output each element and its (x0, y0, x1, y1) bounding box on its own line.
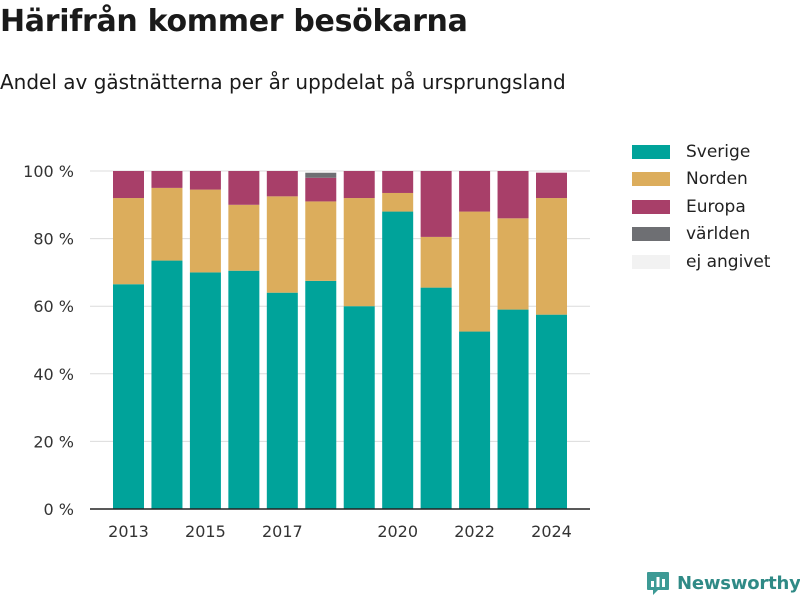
bar-segment (420, 287, 452, 509)
bar-segment (113, 284, 144, 509)
legend-swatch (632, 199, 670, 214)
bar-segment (497, 171, 529, 219)
bar-segment (113, 198, 144, 285)
legend-label: ej angivet (686, 251, 771, 272)
legend-label: världen (686, 224, 751, 245)
bar-segment (151, 171, 183, 188)
bar-segment (151, 260, 183, 509)
bar-segment (497, 309, 529, 509)
legend-swatch (632, 144, 670, 159)
bar-segment (305, 171, 337, 173)
chart-legend: Sverige Norden Europa världen ej angivet (632, 138, 770, 276)
bar-segment (266, 196, 298, 293)
bar-segment (266, 171, 298, 197)
bar-segment (228, 204, 260, 271)
legend-item: Sverige (632, 138, 770, 166)
legend-item: Norden (632, 166, 770, 194)
bar-segment (151, 187, 183, 261)
bar-segment (228, 270, 260, 509)
legend-swatch (632, 172, 670, 187)
brand-logo: Newsworthy (645, 570, 800, 596)
bar-segment (305, 172, 337, 178)
bar-segment (305, 201, 337, 281)
legend-swatch (632, 254, 670, 269)
bar-segment (189, 171, 221, 190)
bar-segment (305, 177, 337, 202)
bar-segment (497, 218, 529, 310)
bar-segment (536, 198, 567, 315)
bar-segment (228, 171, 260, 205)
y-tick-label: 60 % (33, 297, 74, 316)
bar-segment (343, 171, 375, 199)
bar-segment (420, 236, 452, 288)
x-tick-label: 2020 (377, 522, 418, 541)
y-tick-label: 40 % (33, 365, 74, 384)
bar-segment (536, 314, 567, 509)
x-tick-label: 2022 (454, 522, 495, 541)
legend-item: Europa (632, 193, 770, 221)
bar-segment (382, 192, 414, 212)
brand-name: Newsworthy (677, 572, 800, 594)
chart-subtitle: Andel av gästnätterna per år uppdelat på… (0, 70, 566, 94)
bar-segment (536, 172, 567, 199)
bar-segment (305, 280, 337, 509)
x-tick-label: 2015 (185, 522, 226, 541)
bar-segment (382, 211, 414, 509)
y-tick-label: 20 % (33, 432, 74, 451)
legend-item: världen (632, 221, 770, 249)
x-tick-label: 2024 (531, 522, 572, 541)
x-tick-label: 2017 (262, 522, 303, 541)
legend-item: ej angivet (632, 248, 770, 276)
bar-segment (113, 171, 144, 199)
bar-segment (420, 171, 452, 237)
y-tick-label: 80 % (33, 230, 74, 249)
legend-label: Sverige (686, 141, 751, 162)
newsworthy-logo-icon (647, 572, 669, 595)
legend-label: Norden (686, 169, 748, 190)
bar-segment (459, 171, 491, 212)
bar-segment (459, 211, 491, 332)
bar-segment (343, 198, 375, 307)
chart-title: Härifrån kommer besökarna (0, 4, 468, 39)
legend-label: Europa (686, 196, 746, 217)
bar-segment (382, 171, 414, 193)
bar-segment (189, 272, 221, 509)
bar-segment (266, 292, 298, 509)
legend-swatch (632, 227, 670, 242)
bar-segment (343, 306, 375, 509)
y-tick-label: 100 % (23, 162, 74, 181)
bar-segment (459, 331, 491, 509)
bar-segment (189, 189, 221, 273)
x-tick-label: 2013 (108, 522, 149, 541)
y-tick-label: 0 % (44, 500, 74, 519)
